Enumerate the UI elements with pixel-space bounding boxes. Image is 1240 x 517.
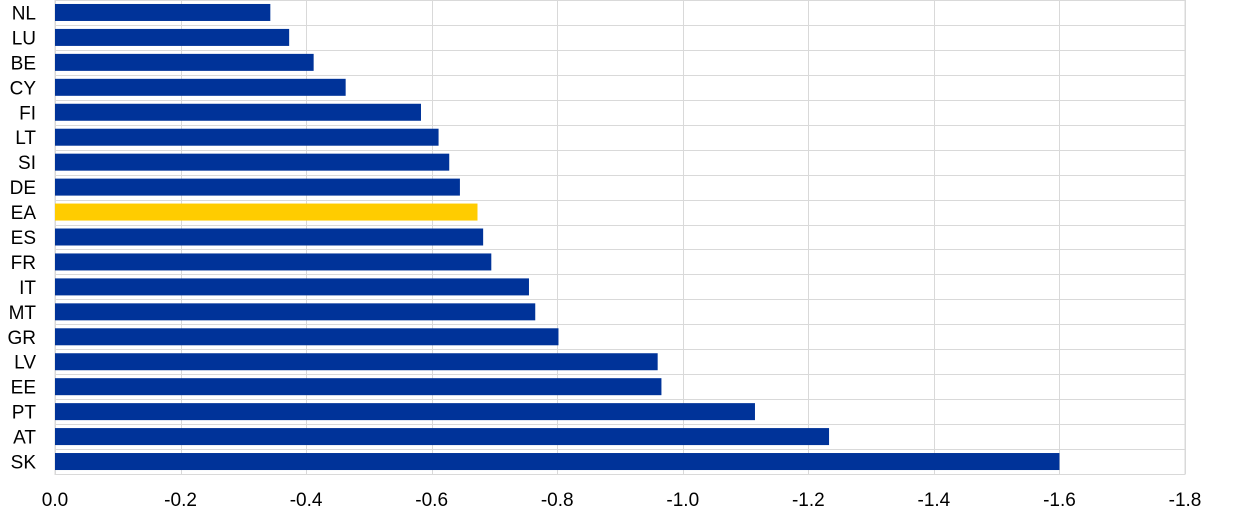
x-tick-label: -0.4 [290,490,323,511]
bar-ee [55,378,662,396]
category-label-fi: FI [19,103,36,124]
bar-es [55,228,484,246]
bar-cy [55,78,346,96]
bar-ea [55,203,478,221]
x-axis-tick-labels: 0.0 -0.2 -0.4 -0.6 -0.8 -1.0 -1.2 -1.4 -1.6 -1.8 [42,490,1202,511]
category-label-sk: SK [11,453,37,474]
bar-mt [55,303,536,321]
x-tick-label: -1.2 [792,490,825,511]
bar-lt [55,128,439,146]
x-tick-label: -0.6 [415,490,448,511]
category-label-it: IT [19,278,36,299]
bar-it [55,278,529,296]
x-tick-label: -0.8 [541,490,574,511]
category-label-pt: PT [12,403,37,424]
grid-lines [55,0,1186,474]
category-label-cy: CY [10,78,37,99]
x-tick-label: -1.8 [1169,490,1202,511]
category-labels: NL LU BE CY FI LT SI DE EA ES FR IT MT GR LV EE PT AT SK [8,3,37,473]
category-label-lt: LT [15,128,36,149]
category-label-ee: EE [11,378,36,399]
bar-lu [55,28,290,46]
bar-pt [55,403,755,421]
x-tick-label: -1.4 [918,490,951,511]
bars [55,3,1060,471]
category-label-at: AT [13,428,36,449]
bar-nl [55,3,271,21]
x-tick-label: -1.0 [666,490,699,511]
category-label-ea: EA [11,203,37,224]
category-label-lv: LV [14,353,36,374]
category-label-fr: FR [11,253,36,274]
x-tick-label: -0.2 [164,490,197,511]
x-tick-label: 0.0 [42,490,68,511]
category-label-mt: MT [9,303,37,324]
bar-lv [55,353,658,371]
bar-gr [55,328,559,346]
category-label-be: BE [11,53,36,74]
category-label-lu: LU [12,28,36,49]
category-label-gr: GR [8,328,37,349]
bar-fi [55,103,421,121]
bar-be [55,53,314,71]
bar-sk [55,453,1060,471]
category-label-si: SI [18,153,36,174]
bar-at [55,428,830,446]
category-label-nl: NL [12,3,36,24]
x-tick-label: -1.6 [1043,490,1076,511]
bar-fr [55,253,492,271]
bar-si [55,153,450,171]
category-label-es: ES [11,228,36,249]
category-label-de: DE [10,178,36,199]
bar-de [55,178,460,196]
